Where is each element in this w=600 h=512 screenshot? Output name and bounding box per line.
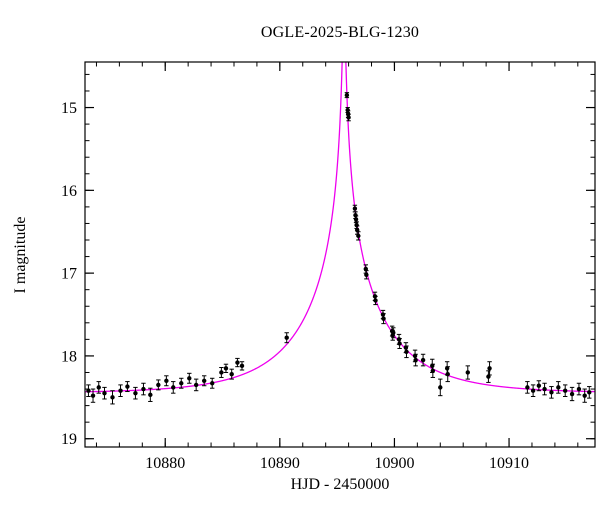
svg-text:10890: 10890 bbox=[260, 455, 300, 472]
x-axis-label: HJD - 2450000 bbox=[290, 476, 390, 493]
svg-text:19: 19 bbox=[61, 431, 77, 448]
svg-text:17: 17 bbox=[61, 266, 77, 283]
svg-text:10880: 10880 bbox=[145, 455, 185, 472]
svg-text:16: 16 bbox=[61, 183, 77, 200]
svg-text:10900: 10900 bbox=[374, 455, 414, 472]
chart-title: OGLE-2025-BLG-1230 bbox=[260, 24, 420, 41]
svg-text:15: 15 bbox=[61, 100, 77, 117]
svg-text:10910: 10910 bbox=[489, 455, 529, 472]
svg-text:18: 18 bbox=[61, 348, 77, 365]
